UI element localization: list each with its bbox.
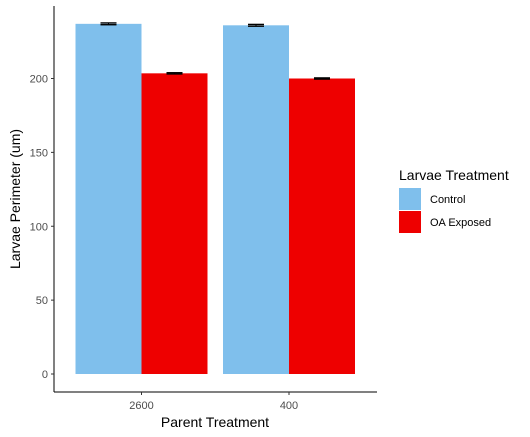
legend: Larvae Treatment Control OA Exposed	[399, 167, 509, 233]
legend-label: Control	[430, 194, 465, 206]
y-tick-label: 50	[36, 295, 48, 307]
y-axis-title: Larvae Perimeter (um)	[7, 129, 23, 269]
legend-items: Control OA Exposed	[399, 188, 491, 233]
x-ticks-layer: 2600 400	[129, 392, 298, 412]
y-tick-label: 0	[42, 369, 48, 381]
legend-label: OA Exposed	[430, 217, 491, 229]
y-tick-label: 100	[30, 221, 48, 233]
legend-item-oa-exposed: OA Exposed	[399, 211, 491, 233]
y-tick-label: 200	[30, 74, 48, 86]
bar-oa-exposed-2600	[141, 73, 208, 375]
error-bar-control-400	[248, 23, 264, 27]
axes-layer	[53, 6, 377, 393]
bars-layer	[75, 23, 355, 375]
x-tick-label: 400	[280, 400, 298, 412]
legend-item-control: Control	[399, 188, 465, 210]
y-ticks-layer: 0 50 100 150 200	[30, 74, 54, 381]
legend-title: Larvae Treatment	[399, 167, 509, 183]
x-tick-label: 2600	[129, 400, 153, 412]
error-bar-control-2600	[100, 22, 117, 26]
x-axis-title: Parent Treatment	[161, 414, 269, 430]
legend-key	[399, 211, 421, 233]
bar-control-400	[223, 25, 289, 375]
error-bar-oa-exposed-400	[314, 77, 330, 80]
bar-control-2600	[75, 23, 142, 375]
legend-key	[399, 188, 421, 210]
y-tick-label: 150	[30, 147, 48, 159]
bar-oa-exposed-400	[289, 78, 355, 374]
error-bars-layer	[100, 22, 330, 80]
error-bar-oa-exposed-2600	[166, 72, 183, 75]
